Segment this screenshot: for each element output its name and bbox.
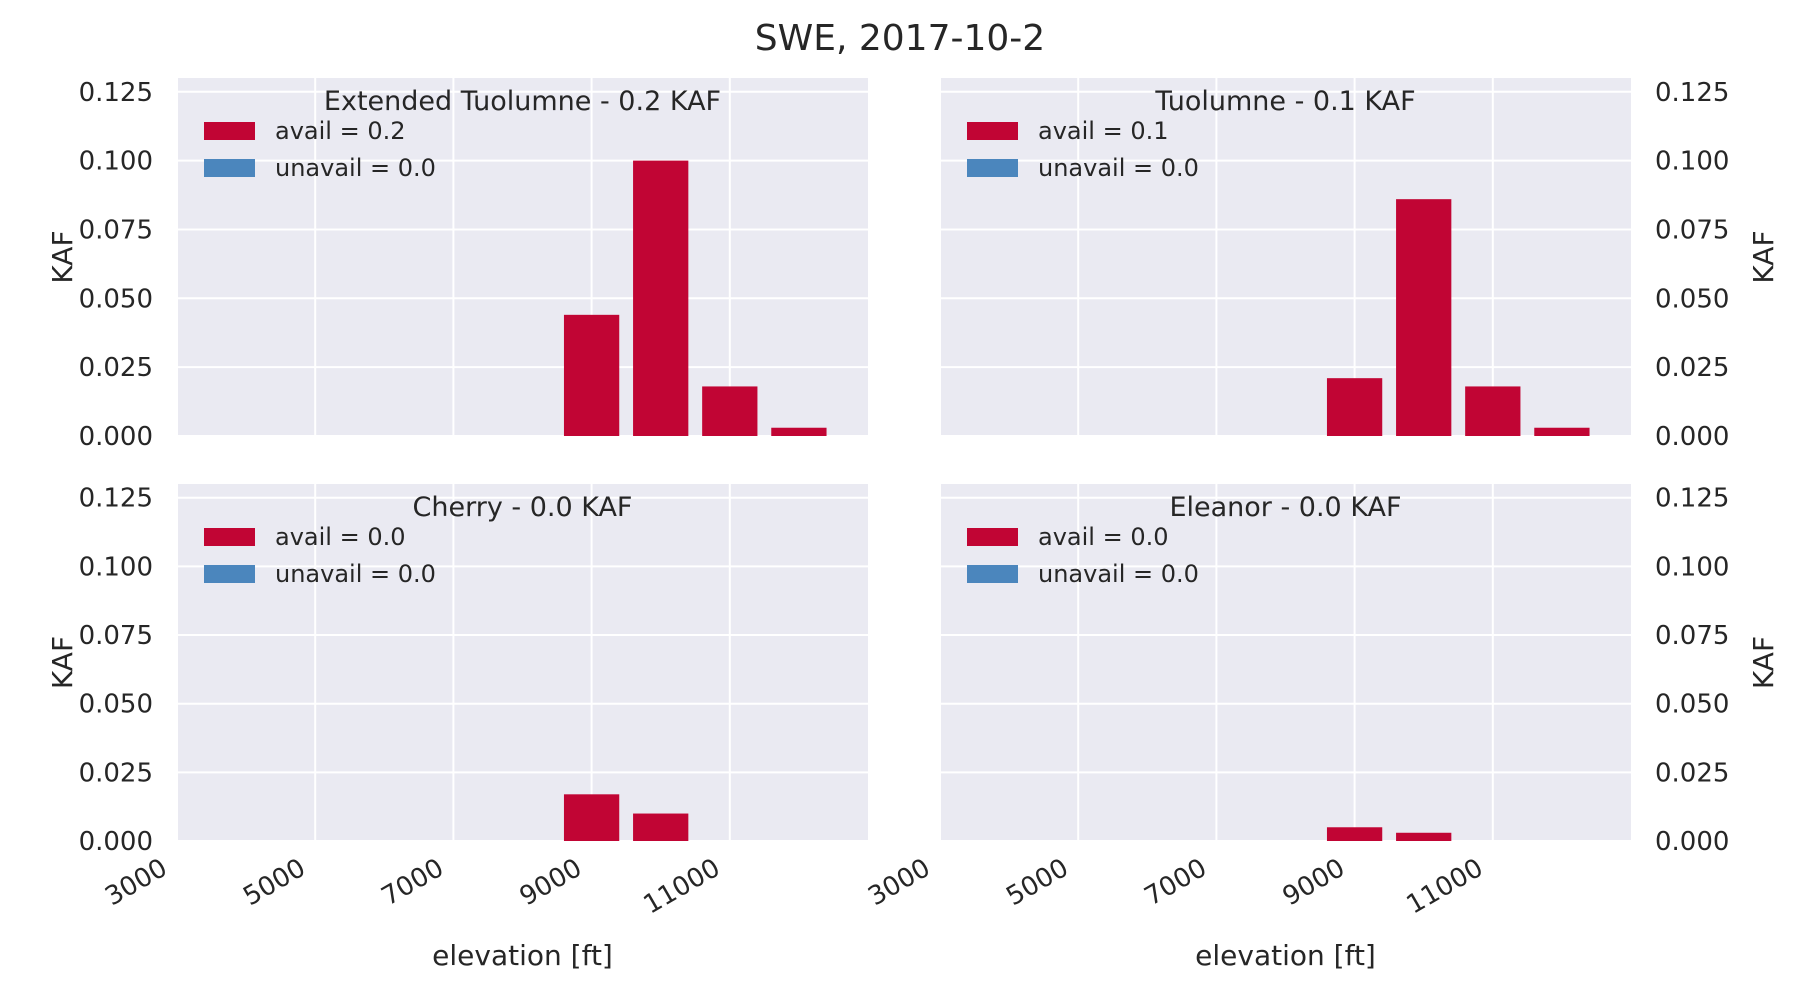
y-tick-label: 0.050 xyxy=(79,690,153,720)
plot-area xyxy=(177,484,868,841)
figure-title: SWE, 2017-10-2 xyxy=(755,18,1045,59)
legend-label-unavail: unavail = 0.0 xyxy=(275,560,436,588)
y-tick-label: 0.100 xyxy=(79,147,153,177)
bar-avail xyxy=(1326,827,1383,841)
y-tick-label: 0.025 xyxy=(1655,758,1729,788)
bar-avail xyxy=(1326,378,1383,436)
subplot-title: Tuolumne - 0.1 KAF xyxy=(1154,86,1415,117)
y-tick-label: 0.125 xyxy=(1655,484,1729,514)
plot-area xyxy=(940,484,1631,841)
y-axis-label: KAF xyxy=(1747,636,1780,689)
y-axis-label: KAF xyxy=(1747,230,1780,283)
x-tick-label: 5000 xyxy=(238,853,310,912)
legend-swatch-avail xyxy=(967,528,1018,546)
y-tick-label: 0.125 xyxy=(79,484,153,514)
y-tick-label: 0.000 xyxy=(79,422,153,452)
y-tick-label: 0.025 xyxy=(79,353,153,383)
legend-swatch-avail xyxy=(967,122,1018,140)
legend-label-avail: avail = 0.1 xyxy=(1038,117,1169,145)
y-tick-label: 0.025 xyxy=(1655,353,1729,383)
x-tick-label: 9000 xyxy=(515,853,587,912)
subplot-title: Cherry - 0.0 KAF xyxy=(413,492,633,523)
bar-avail xyxy=(633,160,689,436)
x-tick-label: 3000 xyxy=(863,853,935,912)
subplot-title: Eleanor - 0.0 KAF xyxy=(1169,492,1401,523)
x-tick-label: 11000 xyxy=(1402,853,1489,920)
x-axis-label: elevation [ft] xyxy=(432,939,613,972)
bar-avail xyxy=(1465,386,1521,436)
bar-avail xyxy=(1396,199,1452,436)
subplot-1: 0.000 0.025 0.050 0.075 0.100 0.125 Extended T… xyxy=(46,78,868,452)
legend-swatch-unavail xyxy=(967,159,1018,177)
y-tick-label: 0.100 xyxy=(79,552,153,582)
legend-swatch-avail xyxy=(204,122,255,140)
legend-label-avail: avail = 0.0 xyxy=(275,523,406,551)
x-tick-label: 11000 xyxy=(639,853,726,920)
legend-swatch-avail xyxy=(204,528,255,546)
legend-label-unavail: unavail = 0.0 xyxy=(1038,560,1199,588)
y-tick-label: 0.100 xyxy=(1655,552,1729,582)
legend-swatch-unavail xyxy=(204,159,255,177)
bar-avail xyxy=(633,813,689,841)
x-tick-label: 3000 xyxy=(100,853,172,912)
legend-label-unavail: unavail = 0.0 xyxy=(1038,154,1199,182)
legend-label-unavail: unavail = 0.0 xyxy=(275,154,436,182)
legend-label-avail: avail = 0.2 xyxy=(275,117,406,145)
y-tick-label: 0.075 xyxy=(1655,621,1729,651)
x-tick-label: 9000 xyxy=(1278,853,1350,912)
subplot-3: 0.000 0.025 0.050 0.075 0.100 0.125 Cherry - 0… xyxy=(46,484,868,972)
y-tick-label: 0.075 xyxy=(1655,215,1729,245)
y-axis-label: KAF xyxy=(46,636,79,689)
y-tick-label: 0.100 xyxy=(1655,147,1729,177)
x-tick-label: 7000 xyxy=(1140,853,1212,912)
legend-label-avail: avail = 0.0 xyxy=(1038,523,1169,551)
x-axis-label: elevation [ft] xyxy=(1195,939,1376,972)
subplot-title: Extended Tuolumne - 0.2 KAF xyxy=(324,86,721,117)
plot-area xyxy=(940,78,1631,436)
bar-avail xyxy=(1396,832,1452,841)
bar-avail xyxy=(702,386,758,436)
subplot-2: 0.000 0.025 0.050 0.075 0.100 0.125 Tuolumne -… xyxy=(939,78,1780,452)
y-tick-label: 0.125 xyxy=(79,78,153,108)
y-tick-label: 0.025 xyxy=(79,758,153,788)
y-tick-label: 0.075 xyxy=(79,215,153,245)
y-tick-label: 0.075 xyxy=(79,621,153,651)
plot-area xyxy=(177,78,868,436)
bar-avail xyxy=(771,427,827,436)
y-tick-label: 0.050 xyxy=(1655,690,1729,720)
y-axis-label: KAF xyxy=(46,230,79,283)
legend-swatch-unavail xyxy=(204,565,255,583)
y-tick-label: 0.125 xyxy=(1655,78,1729,108)
bar-avail xyxy=(1534,427,1590,436)
y-tick-label: 0.000 xyxy=(1655,422,1729,452)
x-tick-label: 5000 xyxy=(1001,853,1073,912)
bar-avail xyxy=(563,794,620,841)
y-tick-label: 0.050 xyxy=(1655,284,1729,314)
bar-avail xyxy=(563,314,620,436)
y-tick-label: 0.000 xyxy=(79,827,153,857)
legend-swatch-unavail xyxy=(967,565,1018,583)
subplot-4: 0.000 0.025 0.050 0.075 0.100 0.125 Eleanor - … xyxy=(863,484,1780,972)
y-tick-label: 0.000 xyxy=(1655,827,1729,857)
x-tick-label: 7000 xyxy=(377,853,449,912)
y-tick-label: 0.050 xyxy=(79,284,153,314)
